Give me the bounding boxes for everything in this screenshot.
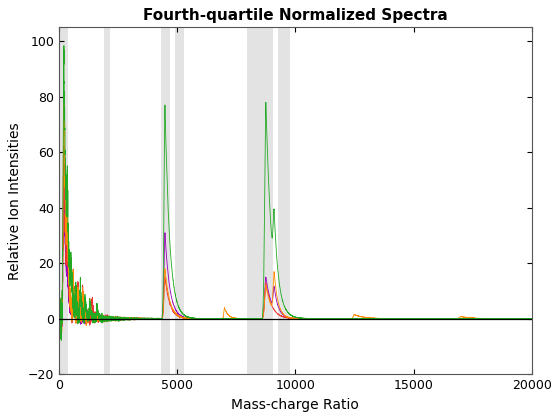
Bar <box>60 27 68 374</box>
Y-axis label: Relative Ion Intensities: Relative Ion Intensities <box>8 122 22 280</box>
Bar <box>104 27 110 374</box>
Title: Fourth-quartile Normalized Spectra: Fourth-quartile Normalized Spectra <box>143 8 448 24</box>
Bar <box>161 27 170 374</box>
Bar <box>278 27 290 374</box>
Bar <box>247 27 273 374</box>
Bar <box>175 27 184 374</box>
X-axis label: Mass-charge Ratio: Mass-charge Ratio <box>231 398 360 412</box>
